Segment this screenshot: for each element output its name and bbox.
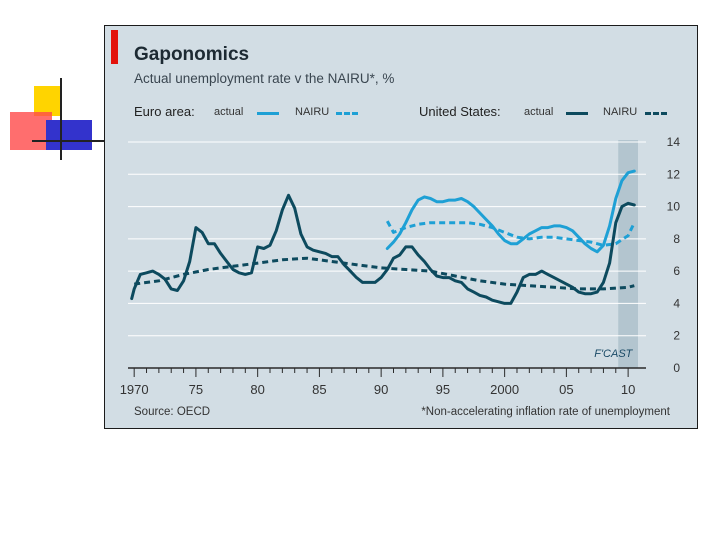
- forecast-band: [618, 140, 638, 368]
- title-accent-bar: [111, 30, 118, 64]
- legend-us-actual-label: actual: [524, 106, 554, 118]
- x-tick-label: 75: [189, 382, 203, 397]
- legend-euro-nairu-swatch: [336, 112, 358, 115]
- y-tick-label: 0: [673, 361, 680, 375]
- y-tick-label: 2: [673, 329, 680, 343]
- y-tick-label: 10: [667, 200, 681, 214]
- legend-us-nairu-label: NAIRU: [603, 106, 638, 118]
- source-note: Source: OECD: [134, 406, 211, 418]
- legend-us-group: United States:: [419, 104, 501, 119]
- chart-panel: Gaponomics Actual unemployment rate v th…: [104, 25, 698, 429]
- series-line-euro-actual: [385, 169, 636, 254]
- x-tick-label: 85: [312, 382, 326, 397]
- deco-blue-square: [46, 120, 92, 150]
- legend-euro-group: Euro area:: [134, 104, 195, 119]
- x-tick-label: 1970: [120, 382, 149, 397]
- legend-euro-actual-label: actual: [214, 106, 244, 118]
- chart-title: Gaponomics: [134, 44, 250, 65]
- footnote: *Non-accelerating inflation rate of unem…: [421, 406, 670, 418]
- series-line-us-actual: [130, 193, 636, 305]
- y-tick-label: 4: [673, 296, 680, 310]
- x-tick-label: 2000: [490, 382, 519, 397]
- deco-red-square: [10, 112, 52, 150]
- y-tick-label: 6: [673, 264, 680, 278]
- decorative-squares-icon: [10, 78, 108, 160]
- legend-us-nairu-swatch: [645, 112, 667, 115]
- series-line-euro-nairu: [385, 220, 636, 247]
- x-tick-label: 80: [250, 382, 264, 397]
- series-line-us-nairu: [134, 256, 635, 291]
- y-tick-label: 8: [673, 232, 680, 246]
- x-tick-label: 10: [621, 382, 635, 397]
- legend-us-actual-swatch: [566, 112, 588, 115]
- line-chart: 0 2 4 6 8 10 12 14 1970 75 80 85 90 95 2000 05 10 F'CAST: [120, 135, 681, 397]
- x-tick-label: 90: [374, 382, 388, 397]
- x-tick-label: 95: [436, 382, 450, 397]
- slide-decoration: [10, 78, 108, 160]
- x-tick-label: 05: [559, 382, 573, 397]
- y-tick-label: 14: [667, 135, 681, 149]
- forecast-label: F'CAST: [594, 348, 633, 360]
- deco-yellow-square: [34, 86, 62, 116]
- chart-subtitle: Actual unemployment rate v the NAIRU*, %: [134, 71, 395, 86]
- y-tick-label: 12: [667, 167, 681, 181]
- legend-euro-actual-swatch: [257, 112, 279, 115]
- legend-euro-nairu-label: NAIRU: [295, 106, 330, 118]
